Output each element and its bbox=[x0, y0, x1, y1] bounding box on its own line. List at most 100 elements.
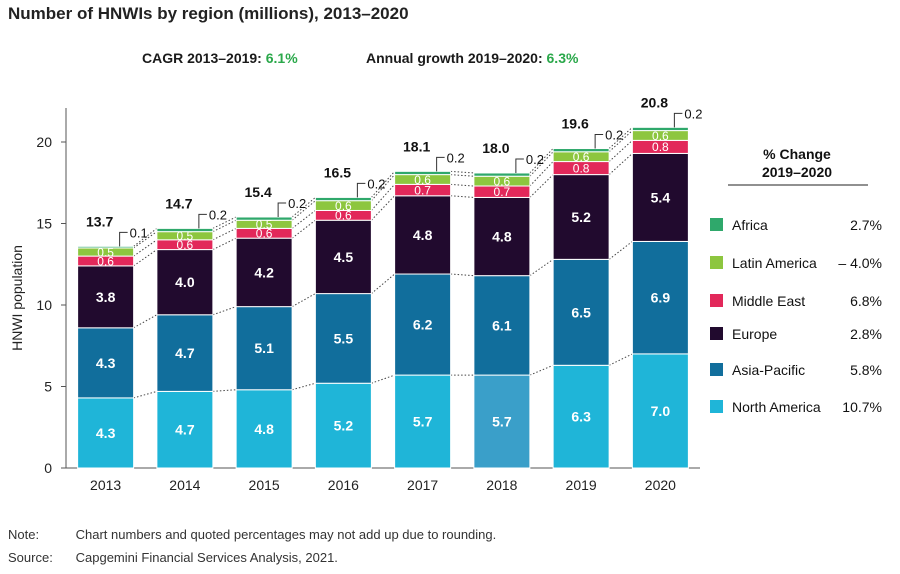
annual-growth-kpi: Annual growth 2019–2020: 6.3% bbox=[366, 50, 578, 66]
y-tick-label: 15 bbox=[36, 216, 52, 232]
connector-line bbox=[133, 239, 158, 257]
x-tick-label: 2020 bbox=[645, 477, 676, 493]
bar-segment-europe bbox=[77, 265, 135, 329]
connector-line bbox=[212, 306, 237, 316]
legend-swatch bbox=[710, 327, 723, 340]
connector-line bbox=[133, 314, 158, 329]
segment-value-label: 0.8 bbox=[652, 140, 669, 154]
segment-value-label: 6.1 bbox=[492, 317, 512, 333]
connector-line bbox=[133, 227, 158, 247]
legend-label: North America bbox=[732, 399, 821, 415]
note-text: Chart numbers and quoted percentages may… bbox=[75, 527, 497, 542]
connector-line bbox=[608, 241, 633, 260]
connector-line bbox=[608, 140, 633, 162]
bar-segment-north-america bbox=[631, 353, 689, 469]
bar-segment-europe bbox=[314, 219, 372, 295]
segment-value-label: 5.2 bbox=[334, 418, 354, 434]
bar-segment-africa bbox=[77, 245, 135, 249]
segment-value-label: 0.6 bbox=[652, 129, 669, 143]
connector-line bbox=[371, 273, 395, 294]
y-tick-label: 5 bbox=[44, 379, 52, 395]
africa-callout-line bbox=[436, 156, 445, 172]
chart-title: Number of HNWIs by region (millions), 20… bbox=[8, 4, 409, 23]
legend-swatch bbox=[710, 363, 723, 376]
footer-source: Source: Capgemini Financial Services Ana… bbox=[8, 550, 338, 565]
x-tick-label: 2015 bbox=[249, 477, 280, 493]
connector-line bbox=[371, 171, 395, 198]
bar-segment-north-america bbox=[473, 374, 531, 469]
segment-value-label: 0.6 bbox=[335, 199, 352, 213]
segment-value-label: 4.8 bbox=[254, 421, 274, 437]
total-label: 15.4 bbox=[245, 184, 272, 200]
africa-callout-line bbox=[673, 112, 683, 128]
footer-note: Note: Chart numbers and quoted percentag… bbox=[8, 527, 496, 542]
segment-value-label: 4.7 bbox=[175, 422, 195, 438]
bar-segment-asia-pacific bbox=[314, 293, 372, 384]
x-tick-label: 2014 bbox=[169, 477, 200, 493]
total-label: 18.1 bbox=[403, 138, 430, 154]
segment-value-label: 0.7 bbox=[414, 183, 431, 197]
segment-value-label: 5.7 bbox=[413, 414, 433, 430]
segment-value-label: 0.6 bbox=[494, 174, 511, 188]
connector-line bbox=[291, 197, 316, 218]
connector-line bbox=[212, 219, 237, 233]
bar-segment-africa bbox=[235, 216, 293, 221]
connector-line bbox=[212, 237, 237, 251]
bar-segment-north-america bbox=[156, 390, 214, 469]
connector-line bbox=[608, 153, 633, 175]
note-label: Note: bbox=[8, 527, 40, 542]
segment-value-label: 4.8 bbox=[492, 229, 512, 245]
legend-change-value: 6.8% bbox=[850, 293, 882, 309]
connector-line bbox=[529, 148, 554, 174]
bar-segment-north-america bbox=[77, 397, 135, 469]
connector-line bbox=[291, 382, 316, 391]
connector-line bbox=[529, 151, 554, 177]
bar-segment-africa bbox=[473, 172, 531, 177]
africa-callout-line bbox=[594, 134, 604, 149]
connector-line bbox=[371, 174, 395, 202]
africa-callout-line bbox=[356, 182, 366, 198]
total-label: 20.8 bbox=[641, 94, 668, 110]
africa-value-label: 0.2 bbox=[605, 128, 623, 143]
bar-segment-africa bbox=[394, 170, 452, 176]
bar-segment-africa bbox=[552, 148, 610, 153]
connector-line bbox=[291, 293, 316, 308]
bar-segment-europe bbox=[473, 196, 531, 277]
africa-value-label: 0.2 bbox=[526, 152, 544, 167]
legend-swatch bbox=[710, 400, 723, 413]
segment-value-label: 6.2 bbox=[413, 317, 433, 333]
africa-value-label: 0.2 bbox=[209, 207, 227, 222]
bar-segment-africa bbox=[631, 126, 689, 132]
total-label: 19.6 bbox=[562, 116, 589, 132]
segment-value-label: 0.5 bbox=[256, 218, 273, 232]
legend-swatch bbox=[710, 218, 723, 231]
segment-value-label: 4.3 bbox=[96, 355, 116, 371]
total-label: 18.0 bbox=[482, 140, 509, 156]
legend-header-line2: 2019–2020 bbox=[762, 164, 832, 180]
connector-line bbox=[291, 210, 316, 229]
total-label: 16.5 bbox=[324, 164, 351, 180]
legend-change-value: 10.7% bbox=[842, 399, 882, 415]
connector-line bbox=[291, 219, 316, 239]
bar-segment-europe bbox=[552, 174, 610, 260]
connector-line bbox=[371, 184, 395, 211]
legend-label: Africa bbox=[732, 217, 768, 233]
segment-value-label: 0.8 bbox=[573, 161, 590, 175]
connector-line bbox=[450, 273, 474, 277]
segment-value-label: 4.7 bbox=[175, 345, 195, 361]
connector-line bbox=[529, 161, 554, 187]
x-tick-label: 2013 bbox=[90, 477, 121, 493]
y-tick-label: 0 bbox=[44, 460, 52, 476]
connector-line bbox=[212, 227, 237, 241]
connector-line bbox=[133, 390, 158, 399]
source-text: Capgemini Financial Services Analysis, 2… bbox=[75, 550, 338, 565]
segment-value-label: 0.6 bbox=[256, 227, 273, 241]
connector-line bbox=[133, 249, 158, 267]
segment-value-label: 5.1 bbox=[254, 340, 274, 356]
legend-label: Middle East bbox=[732, 293, 805, 309]
bar-segment-asia-pacific bbox=[552, 258, 610, 366]
bar-segment-north-america bbox=[394, 374, 452, 469]
connector-line bbox=[212, 216, 237, 229]
y-tick-label: 20 bbox=[36, 134, 52, 150]
